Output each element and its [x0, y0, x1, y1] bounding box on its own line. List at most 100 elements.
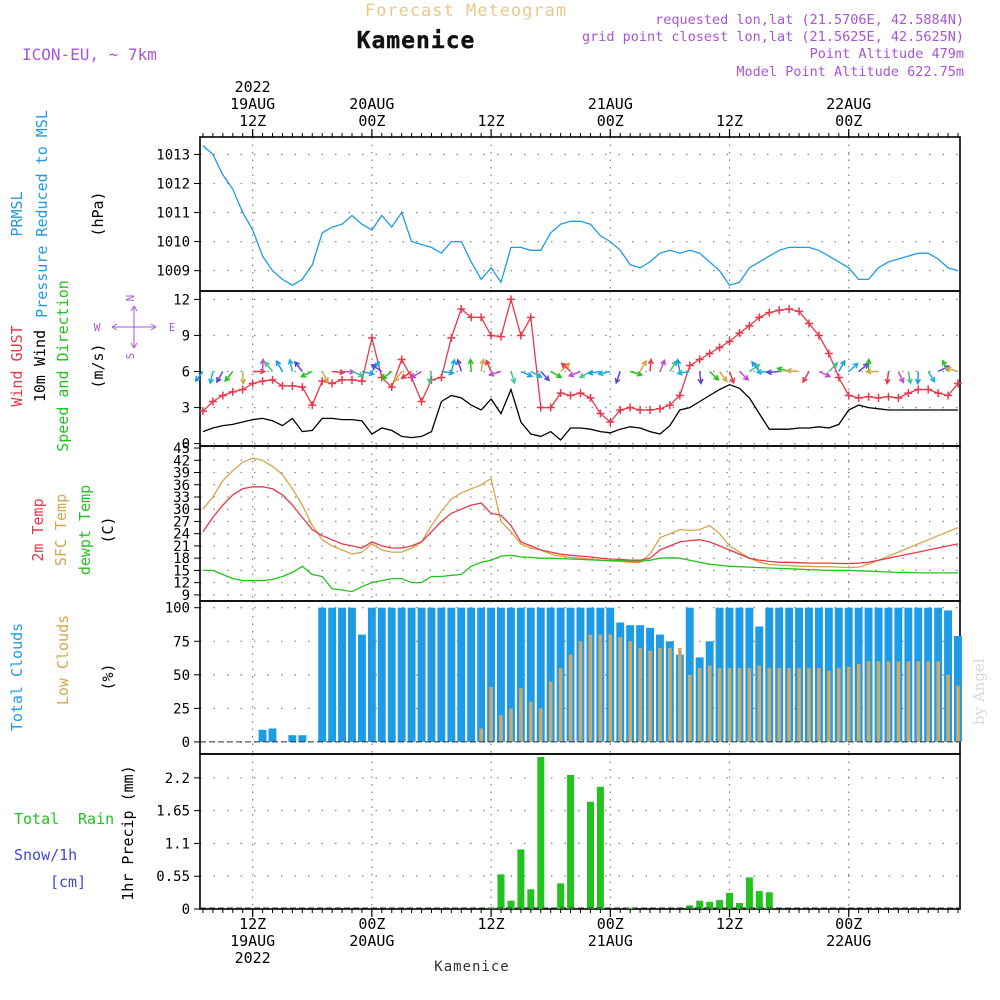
gust-marker	[636, 405, 645, 414]
wind-direction-arrow-icon	[224, 371, 234, 383]
wind-direction-arrow-icon	[858, 362, 870, 373]
low-cloud-bar	[876, 661, 881, 742]
low-cloud-bar	[896, 661, 901, 742]
y-tick-label: 21	[173, 539, 190, 555]
precip-bar	[696, 900, 704, 909]
snow-unit-label: [cm]	[50, 873, 86, 891]
gust-marker	[556, 389, 565, 398]
gust-marker	[755, 313, 764, 322]
bottom-time-label: 12Z	[716, 915, 743, 933]
low-cloud-bar	[886, 661, 891, 742]
gust-marker	[487, 331, 496, 340]
wind-direction-arrow-icon	[275, 359, 284, 372]
wind-direction-arrow-icon	[427, 371, 434, 385]
wind-direction-arrow-icon	[676, 369, 690, 376]
gust-marker	[318, 377, 327, 386]
precip-bar	[517, 849, 525, 909]
low-cloud-bar	[707, 665, 712, 742]
wind-direction-arrow-icon	[520, 370, 534, 378]
footer-location: Kamenice	[434, 959, 509, 975]
gust-marker	[208, 397, 217, 406]
bottom-time-label: 00Z	[835, 915, 862, 933]
credit: by Angel	[970, 658, 988, 725]
low-cloud-bar	[499, 715, 503, 742]
y-tick-label: 12	[173, 576, 190, 592]
precip-bar	[765, 892, 773, 909]
gust-marker	[904, 389, 913, 398]
gust-marker	[616, 405, 625, 414]
top-time-label: 22AUG	[826, 95, 871, 113]
total-clouds-label: Total Clouds	[8, 623, 26, 731]
y-tick-label: 30	[173, 502, 190, 518]
precip-bar	[745, 877, 753, 909]
requested-coords: requested lon,lat (21.5706E, 42.5884N)	[655, 12, 964, 28]
gust-marker	[348, 375, 356, 384]
wind-direction-arrow-icon	[409, 370, 422, 379]
wind-direction-arrow-icon	[738, 370, 750, 382]
compass-north: N	[124, 295, 137, 302]
gust-marker	[397, 355, 406, 364]
low-cloud-bar	[678, 648, 682, 742]
temp2m-label: 2m Temp	[29, 498, 47, 561]
temperature-frame	[199, 445, 961, 602]
gust-marker	[894, 393, 903, 402]
total-cloud-bar	[377, 607, 386, 742]
gust-marker	[795, 307, 804, 316]
wind-direction-arrow-icon	[864, 368, 879, 375]
gust-marker	[338, 375, 347, 384]
low-cloud-bar	[618, 637, 622, 742]
gust-marker	[298, 383, 307, 392]
wind-direction-arrow-icon	[884, 371, 891, 385]
low-cloud-bar	[628, 641, 632, 742]
wind-direction-arrow-icon	[479, 358, 486, 372]
wind-direction-arrow-icon	[299, 370, 313, 378]
total-cloud-bar	[477, 607, 486, 742]
precip-bar	[527, 889, 535, 909]
low-cloud-bar	[926, 661, 930, 742]
total-cloud-bar	[457, 607, 466, 742]
y-tick-label: 12	[173, 292, 190, 308]
total-cloud-bar	[437, 607, 446, 742]
low-cloud-bar	[697, 668, 702, 742]
precip-bar	[626, 907, 634, 909]
gust-marker	[844, 391, 853, 400]
gust-marker	[308, 401, 317, 410]
precip-bar	[507, 900, 515, 909]
wind-frame	[199, 290, 961, 447]
precip-bar	[537, 757, 545, 909]
wind-direction-arrow-icon	[321, 371, 329, 384]
model-altitude: Model Point Altitude 622.75m	[736, 64, 964, 80]
gust-marker	[467, 313, 476, 322]
precip-bar	[706, 901, 714, 909]
low-cloud-bar	[787, 668, 791, 742]
wind-direction-arrow-icon	[709, 370, 720, 381]
gust-marker	[278, 381, 287, 390]
gust-marker	[924, 385, 933, 394]
wind-direction-arrow-icon	[540, 370, 551, 382]
top-time-label: 12Z	[478, 112, 505, 130]
wind-direction-arrow-icon	[455, 358, 463, 372]
wind-direction-arrow-icon	[361, 370, 376, 377]
gust-marker	[884, 392, 893, 401]
wind-direction-arrow-icon	[669, 359, 677, 372]
y-tick-label: 3	[182, 401, 190, 417]
gust-marker	[586, 393, 595, 402]
wind-direction-arrow-icon	[945, 366, 959, 373]
top-time-label: 21AUG	[588, 95, 633, 113]
total-cloud-bar	[328, 607, 337, 742]
wind-direction-arrow-icon	[450, 358, 457, 372]
bottom-time-label: 19AUG	[230, 932, 275, 950]
y-tick-label: 25	[173, 701, 190, 717]
gust-marker	[268, 375, 277, 384]
wind-direction-arrow-icon	[675, 358, 682, 372]
y-tick-label: 1011	[156, 206, 190, 222]
gust-marker	[367, 333, 376, 342]
gust-marker	[834, 373, 843, 382]
total-cloud-bar	[268, 728, 277, 742]
top-time-label: 12Z	[239, 112, 266, 130]
total-cloud-bar	[516, 607, 525, 742]
pressure-line	[202, 145, 959, 286]
y-tick-label: 1009	[156, 264, 190, 280]
y-tick-label: 0	[182, 735, 190, 751]
